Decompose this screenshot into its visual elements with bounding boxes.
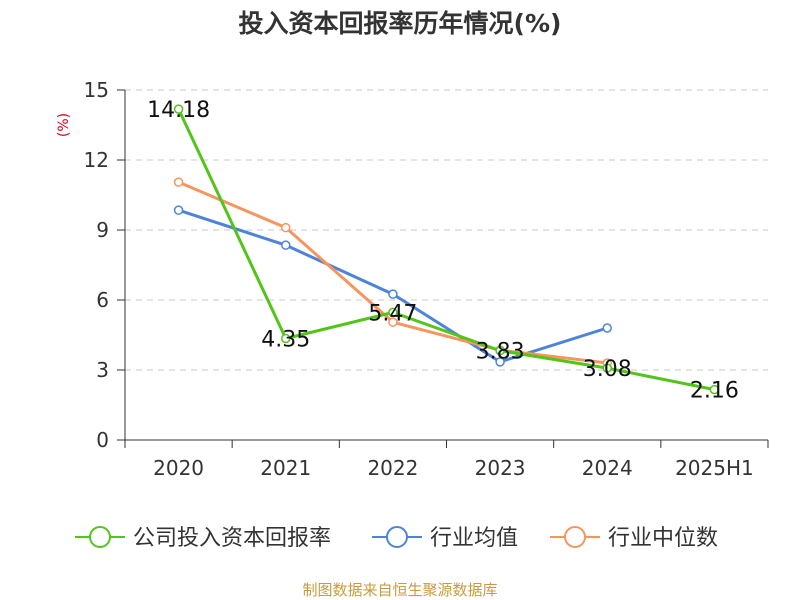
x-tick-label: 2020 bbox=[153, 456, 204, 480]
series-group bbox=[173, 104, 720, 395]
data-point bbox=[173, 177, 184, 187]
x-tick-label: 2021 bbox=[260, 456, 311, 480]
data-point bbox=[495, 357, 505, 367]
data-label: 14.18 bbox=[147, 98, 210, 123]
data-point bbox=[388, 289, 398, 299]
data-point bbox=[173, 205, 184, 215]
legend-marker bbox=[386, 526, 408, 548]
data-label: 3.08 bbox=[583, 357, 632, 382]
data-label: 2.16 bbox=[690, 379, 739, 404]
x-tick-label: 2022 bbox=[367, 456, 418, 480]
y-tick-label: 15 bbox=[84, 78, 109, 102]
data-point bbox=[281, 333, 291, 344]
x-tick-label: 2025H1 bbox=[675, 456, 754, 480]
data-label: 3.83 bbox=[476, 340, 525, 365]
data-point bbox=[281, 240, 291, 250]
data-point bbox=[388, 307, 398, 318]
axes bbox=[117, 89, 769, 448]
legend-label: 公司投入资本回报率 bbox=[133, 526, 331, 551]
chart-title: 投入资本回报率历年情况(%) bbox=[239, 9, 562, 38]
y-tick-label: 0 bbox=[96, 428, 109, 452]
legend-marker bbox=[564, 526, 586, 548]
data-point bbox=[709, 384, 720, 395]
y-tick-label: 9 bbox=[96, 218, 109, 242]
data-point bbox=[602, 363, 612, 373]
series-line bbox=[178, 208, 608, 364]
grid-lines bbox=[125, 89, 768, 371]
data-point bbox=[281, 222, 291, 233]
legend-marker bbox=[89, 526, 111, 548]
y-tick-label: 12 bbox=[84, 148, 109, 172]
data-point bbox=[602, 323, 612, 333]
footer-source: 制图数据来自恒生聚源数据库 bbox=[302, 581, 497, 599]
series-line bbox=[177, 180, 608, 365]
data-label: 4.35 bbox=[261, 328, 310, 353]
x-tick-labels: 2020 2021 2022 2023 2024 2025H1 bbox=[153, 456, 754, 480]
y-tick-label: 3 bbox=[96, 358, 109, 382]
data-point bbox=[388, 317, 398, 327]
legend-label: 行业均值 bbox=[430, 526, 518, 551]
data-point bbox=[173, 104, 184, 114]
y-tick-label: 6 bbox=[96, 288, 109, 312]
legend-label: 行业中位数 bbox=[608, 526, 718, 551]
x-tick-label: 2023 bbox=[475, 456, 526, 480]
y-tick-labels: 0 3 6 9 12 15 bbox=[84, 78, 109, 452]
data-labels: 14.18 4.35 5.47 3.83 3.08 2.16 bbox=[147, 98, 739, 403]
data-point bbox=[495, 345, 505, 356]
legend: 公司投入资本回报率 行业均值 行业中位数 bbox=[75, 526, 718, 551]
x-tick-label: 2024 bbox=[582, 456, 633, 480]
series-line bbox=[177, 108, 715, 392]
y-axis-label: (%) bbox=[56, 113, 72, 137]
data-label: 5.47 bbox=[368, 301, 417, 326]
